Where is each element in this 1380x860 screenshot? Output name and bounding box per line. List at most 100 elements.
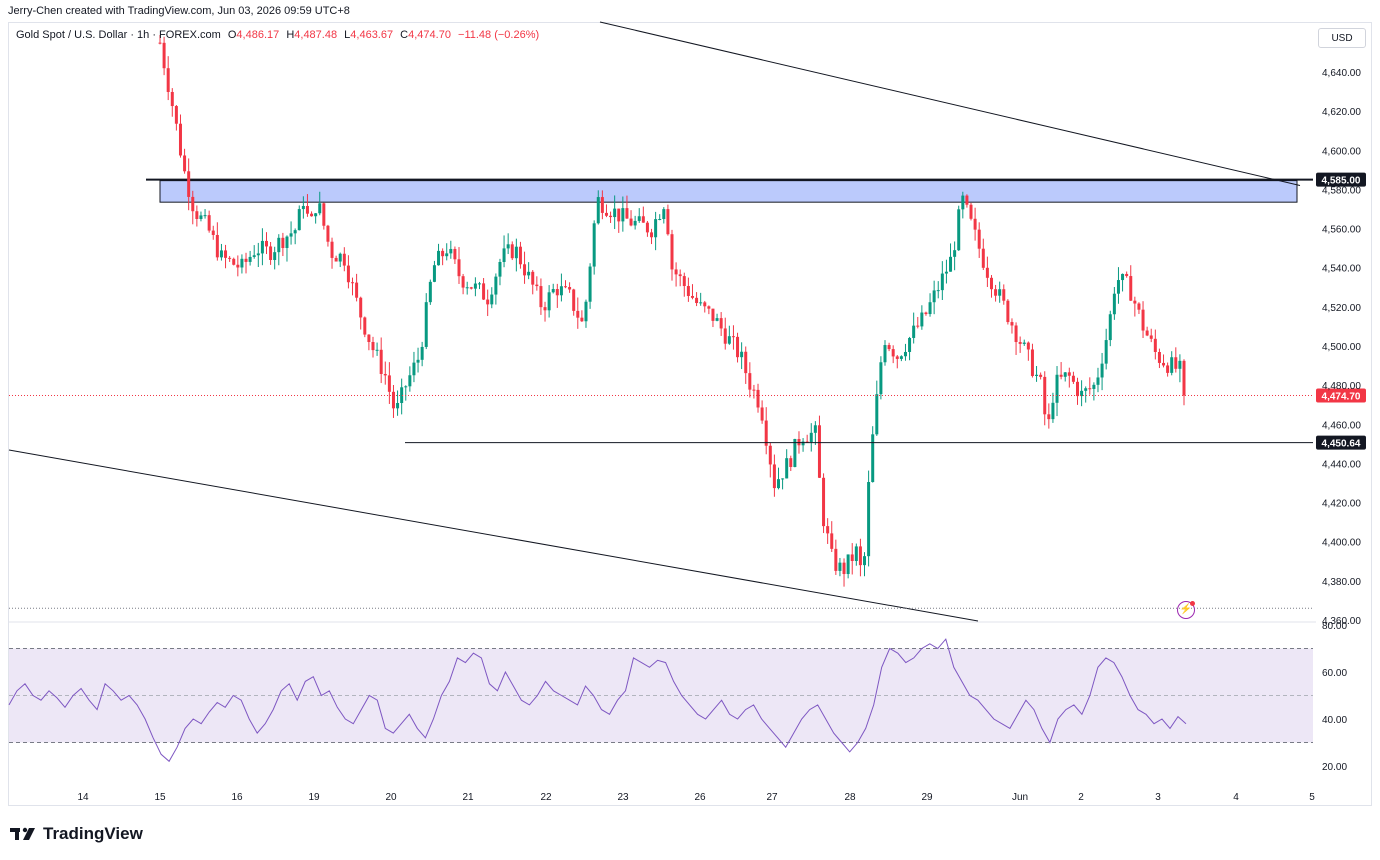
price-tick-label: 4,580.00 xyxy=(1322,185,1361,196)
candle-body xyxy=(555,289,559,296)
candle-body xyxy=(564,286,568,288)
candle-body xyxy=(289,233,293,237)
candle-body xyxy=(215,234,219,258)
time-tick-label: 27 xyxy=(766,792,778,803)
candle-body xyxy=(1088,388,1092,390)
candle-body xyxy=(977,229,981,249)
candle-body xyxy=(1149,335,1153,339)
tradingview-logo-icon xyxy=(10,827,35,840)
candle-body xyxy=(731,336,735,338)
candle-body xyxy=(363,317,367,335)
time-tick-label: 15 xyxy=(154,792,166,803)
candle-body xyxy=(1022,342,1026,344)
time-tick-label: 4 xyxy=(1233,792,1239,803)
candle-body xyxy=(187,171,191,197)
candle-body xyxy=(756,389,760,408)
candle-body xyxy=(502,248,506,262)
candle-body xyxy=(236,264,240,268)
candle-body xyxy=(961,195,965,210)
candle-body xyxy=(1084,388,1088,391)
price-tick-label: 4,480.00 xyxy=(1322,381,1361,392)
candle-body xyxy=(654,219,658,238)
currency-button[interactable]: USD xyxy=(1318,28,1366,48)
candle-body xyxy=(592,223,596,267)
candle-body xyxy=(277,237,281,253)
candle-body xyxy=(224,250,228,258)
support-price-label: 4,450.64 xyxy=(1322,439,1361,450)
candle-body xyxy=(445,253,449,257)
candle-body xyxy=(531,271,535,285)
candle-body xyxy=(1178,360,1182,369)
close-label: C xyxy=(400,29,409,41)
candle-body xyxy=(1137,303,1141,310)
price-tick-label: 4,620.00 xyxy=(1322,107,1361,118)
candle-body xyxy=(543,307,547,311)
low-value: 4,463.67 xyxy=(350,29,394,41)
candle-body xyxy=(375,349,379,351)
candle-body xyxy=(637,216,641,221)
upper-trendline xyxy=(599,21,1301,187)
candle-body xyxy=(912,325,916,338)
candle-body xyxy=(1071,375,1075,382)
candle-body xyxy=(240,258,244,268)
candle-body xyxy=(1010,322,1014,326)
time-tick-label: 16 xyxy=(231,792,243,803)
tradingview-brand-text: TradingView xyxy=(43,824,143,843)
tradingview-logo[interactable]: TradingView xyxy=(10,824,143,844)
candle-body xyxy=(772,464,776,489)
candle-body xyxy=(297,209,301,231)
candle-body xyxy=(924,312,928,315)
candle-body xyxy=(572,289,576,311)
candle-body xyxy=(838,562,842,571)
candle-body xyxy=(793,438,797,467)
candle-body xyxy=(932,290,936,303)
candle-body xyxy=(785,458,789,479)
candle-body xyxy=(178,123,182,156)
candle-body xyxy=(1018,342,1022,344)
candle-body xyxy=(875,394,879,435)
candle-body xyxy=(387,375,391,392)
candle-body xyxy=(867,482,871,557)
chart-frame xyxy=(8,22,1372,806)
candle-body xyxy=(584,301,588,322)
candle-body xyxy=(506,244,510,249)
candle-body xyxy=(625,208,629,219)
rsi-tick-label: 60.00 xyxy=(1322,668,1347,679)
candle-body xyxy=(813,425,817,433)
candle-body xyxy=(998,289,1002,296)
candle-body xyxy=(1112,293,1116,315)
candle-body xyxy=(449,248,453,254)
rsi-tick-label: 20.00 xyxy=(1322,762,1347,773)
candle-body xyxy=(400,387,404,404)
candle-body xyxy=(285,236,289,249)
time-tick-label: 19 xyxy=(308,792,320,803)
candle-body xyxy=(678,274,682,277)
last-price-label: 4,474.70 xyxy=(1322,392,1361,403)
time-tick-label: 23 xyxy=(617,792,629,803)
price-tick-label: 4,600.00 xyxy=(1322,146,1361,157)
candle-body xyxy=(891,349,895,357)
candle-body xyxy=(965,195,969,205)
candle-body xyxy=(920,312,924,327)
candle-body xyxy=(338,253,342,262)
candle-body xyxy=(371,342,375,351)
candle-body xyxy=(1121,273,1125,281)
time-tick-label: 2 xyxy=(1078,792,1084,803)
candle-body xyxy=(559,286,563,296)
candle-body xyxy=(539,286,543,308)
candle-body xyxy=(428,281,432,303)
price-tick-label: 4,560.00 xyxy=(1322,225,1361,236)
candle-body xyxy=(969,204,973,219)
candle-body xyxy=(232,258,236,265)
candle-body xyxy=(613,208,617,218)
candle-body xyxy=(801,441,805,446)
candle-body xyxy=(699,302,703,304)
lightning-alert-icon[interactable]: ⚡ xyxy=(1177,601,1195,619)
candle-body xyxy=(396,403,400,409)
candle-body xyxy=(596,197,600,224)
candle-body xyxy=(527,271,531,276)
candle-body xyxy=(330,241,334,258)
candle-body xyxy=(781,478,785,480)
candle-body xyxy=(686,286,690,296)
